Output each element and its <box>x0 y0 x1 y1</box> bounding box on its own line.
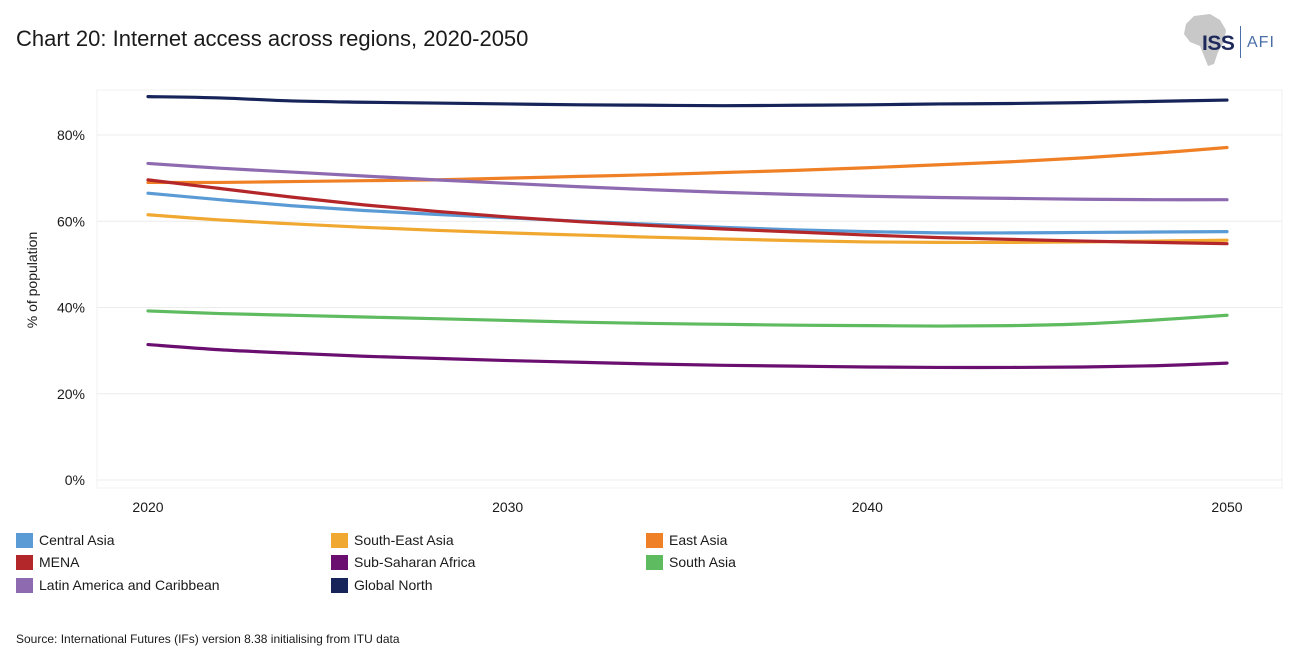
series-line-east-asia <box>146 145 1229 185</box>
series-line-sub-saharan-africa <box>146 342 1229 370</box>
series-line-latin-america-and-caribbean <box>146 161 1229 202</box>
legend-item-east-asia[interactable]: East Asia <box>646 532 727 548</box>
legend-swatch <box>646 554 663 570</box>
grid-lines <box>96 89 1283 489</box>
legend-label: Sub-Saharan Africa <box>354 554 476 570</box>
legend-label: MENA <box>39 554 80 570</box>
series-line-mena <box>146 178 1229 246</box>
series-line-south-asia <box>146 309 1229 328</box>
legend-item-south-east-asia[interactable]: South-East Asia <box>331 532 454 548</box>
y-tick-label: 0% <box>65 472 85 488</box>
y-tick-label: 40% <box>57 300 85 316</box>
x-tick-label: 2030 <box>492 499 523 515</box>
legend-item-south-asia[interactable]: South Asia <box>646 554 736 570</box>
logo-divider <box>1240 26 1241 58</box>
legend-label: Global North <box>354 577 433 593</box>
series-lines <box>146 95 1229 370</box>
legend-item-mena[interactable]: MENA <box>16 554 79 570</box>
legend-label: Latin America and Caribbean <box>39 577 220 593</box>
logo-iss-text: ISS <box>1202 32 1235 55</box>
y-tick-label: 60% <box>57 213 85 229</box>
legend-item-sub-saharan-africa[interactable]: Sub-Saharan Africa <box>331 554 475 570</box>
legend-swatch <box>331 577 348 593</box>
y-axis-ticks: 0% 20% 40% 60% 80% <box>57 127 85 488</box>
x-tick-label: 2050 <box>1211 499 1242 515</box>
legend-item-central-asia[interactable]: Central Asia <box>16 532 114 548</box>
y-axis-label: % of population <box>24 232 40 329</box>
x-tick-label: 2040 <box>852 499 883 515</box>
legend-swatch <box>16 577 33 593</box>
legend-label: South Asia <box>669 554 736 570</box>
y-tick-label: 80% <box>57 127 85 143</box>
chart-title: Chart 20: Internet access across regions… <box>16 26 529 51</box>
legend-label: Central Asia <box>39 532 115 548</box>
legend-swatch <box>646 532 663 548</box>
plot-area <box>96 89 1283 489</box>
source-note: Source: International Futures (IFs) vers… <box>16 632 400 646</box>
africa-map-icon <box>1184 14 1226 66</box>
y-tick-label: 20% <box>57 386 85 402</box>
x-axis-ticks: 2020 2030 2040 2050 <box>132 499 1242 515</box>
legend-item-global-north[interactable]: Global North <box>331 577 433 593</box>
logo-afi-text: AFI <box>1247 34 1275 51</box>
line-chart: 0% 20% 40% 60% 80% 2020 2030 2040 2050 % of pop… <box>24 89 1283 515</box>
legend-item-latin-america-and-caribbean[interactable]: Latin America and Caribbean <box>16 577 220 593</box>
legend-swatch <box>16 532 33 548</box>
series-line-global-north <box>146 95 1229 108</box>
iss-afi-logo: ISS AFI <box>1180 12 1280 68</box>
series-line-south-east-asia <box>146 213 1229 245</box>
legend-label: East Asia <box>669 532 728 548</box>
legend-swatch <box>331 532 348 548</box>
legend-swatch <box>331 554 348 570</box>
legend-label: South-East Asia <box>354 532 454 548</box>
x-tick-label: 2020 <box>132 499 163 515</box>
legend-swatch <box>16 554 33 570</box>
